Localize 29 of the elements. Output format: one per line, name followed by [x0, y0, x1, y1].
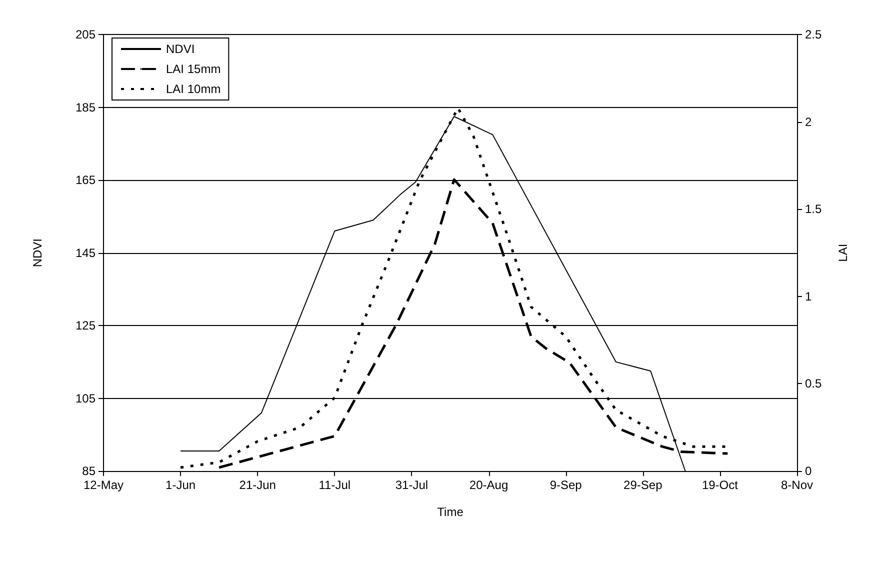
y-tick-label: 185: [75, 100, 96, 114]
x-tick-label: 11-Jul: [318, 478, 351, 492]
y-tick-label: 85: [82, 464, 96, 478]
x-tick-label: 8-Nov: [780, 478, 814, 492]
x-axis-title: Time: [437, 505, 464, 519]
legend-label: NDVI: [166, 42, 195, 56]
x-tick-label: 19-Oct: [702, 478, 739, 492]
legend-label: LAI 10mm: [166, 82, 221, 96]
x-tick-label: 31-Jul: [395, 478, 428, 492]
y2-tick-label: 0.5: [805, 376, 822, 391]
y2-tick-label: 1.5: [805, 202, 822, 216]
y-tick-label: 205: [75, 28, 96, 42]
y2-tick-label: 2.5: [805, 28, 822, 42]
legend-label: LAI 15mm: [166, 62, 221, 76]
x-tick-label: 20-Aug: [469, 478, 508, 492]
y-tick-label: 165: [75, 173, 96, 188]
x-tick-label: 1-Jun: [166, 478, 196, 492]
y2-axis-title: LAI: [836, 244, 850, 262]
y-tick-label: 125: [75, 318, 96, 333]
y2-tick-label: 1: [805, 289, 812, 304]
y-tick-label: 145: [75, 246, 96, 260]
y-tick-label: 105: [75, 391, 96, 406]
y-axis-title: NDVI: [30, 238, 44, 268]
x-tick-label: 29-Sep: [624, 478, 663, 492]
x-tick-label: 12-May: [83, 478, 124, 492]
x-tick-label: 21-Jun: [239, 478, 276, 492]
x-tick-label: 9-Sep: [550, 478, 582, 492]
y2-tick-label: 0: [805, 464, 812, 478]
y2-tick-label: 2: [805, 114, 812, 129]
